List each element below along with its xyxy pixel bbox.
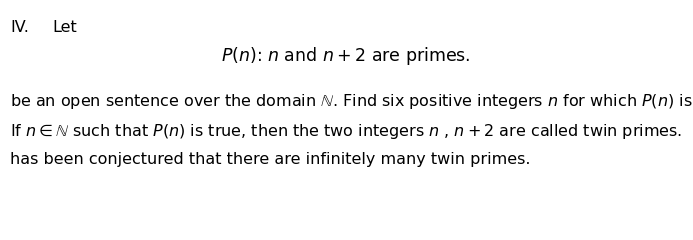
Text: Let: Let [52,20,77,35]
Text: If $n \in \mathbb{N}$ such that $P(n)$ is true, then the two integers $n$ , $n +: If $n \in \mathbb{N}$ such that $P(n)$ i… [10,122,693,141]
Text: be an open sentence over the domain $\mathbb{N}$. Find six positive integers $n$: be an open sentence over the domain $\ma… [10,92,693,111]
Text: $P(n)$: $n$ and $n + 2$ are primes.: $P(n)$: $n$ and $n + 2$ are primes. [221,45,471,67]
Text: IV.: IV. [10,20,29,35]
Text: has been conjectured that there are infinitely many twin primes.: has been conjectured that there are infi… [10,152,531,167]
